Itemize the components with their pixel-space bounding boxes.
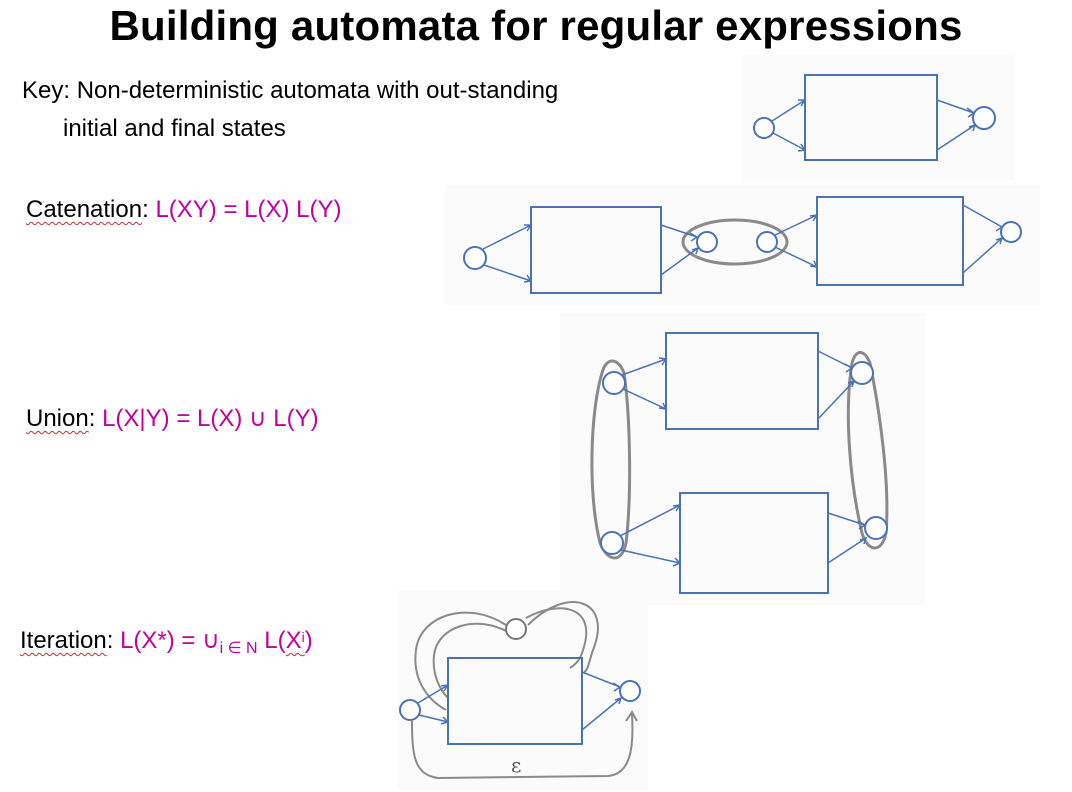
key-text: Key: Non-deterministic automata with out… xyxy=(22,72,558,148)
y-initial-state xyxy=(757,232,777,252)
loop-state xyxy=(506,619,526,639)
final-state xyxy=(620,681,640,701)
catenation-diagram xyxy=(445,185,1040,305)
y-final-state xyxy=(865,517,887,539)
key-automaton-diagram xyxy=(742,55,1014,180)
union-formula: L(X|Y) = L(X) ∪ L(Y) xyxy=(102,405,319,432)
y-initial-state xyxy=(601,532,623,554)
iteration-formula-base: X xyxy=(286,627,302,654)
union-diagram xyxy=(560,313,925,605)
final-state xyxy=(973,107,995,129)
key-line-2: initial and final states xyxy=(22,110,558,148)
iteration-subscript: i ∈ N xyxy=(220,640,258,657)
catenation-colon: : xyxy=(142,196,149,223)
epsilon-label: ε xyxy=(511,753,521,777)
iteration-term: Iteration xyxy=(20,627,107,654)
initial-state xyxy=(400,700,420,720)
union-colon: : xyxy=(89,405,96,432)
catenation-formula: L(XY) = L(X) L(Y) xyxy=(155,196,341,223)
iteration-formula-mid: L( xyxy=(258,627,286,654)
slide-title: Building automata for regular expression… xyxy=(0,2,1072,50)
union-row: Union: L(X|Y) = L(X) ∪ L(Y) xyxy=(26,404,319,433)
catenation-term: Catenation xyxy=(26,196,142,223)
union-term: Union xyxy=(26,405,89,432)
iteration-formula-end: ) xyxy=(305,627,313,654)
iteration-formula: L(X*) = ∪i ∈ N L(Xi) xyxy=(120,627,313,654)
iteration-colon: : xyxy=(107,627,114,654)
catenation-row: Catenation: L(XY) = L(X) L(Y) xyxy=(26,196,341,224)
initial-state xyxy=(464,247,486,269)
x-final-state xyxy=(697,232,717,252)
iteration-formula-start: L(X*) = ∪ xyxy=(120,627,220,654)
x-initial-state xyxy=(603,372,625,394)
initial-state xyxy=(754,118,774,138)
iteration-diagram: ε xyxy=(398,590,648,790)
key-line-1: Key: Non-deterministic automata with out… xyxy=(22,77,558,104)
iteration-row: Iteration: L(X*) = ∪i ∈ N L(Xi) xyxy=(20,626,313,658)
final-state xyxy=(1001,222,1021,242)
